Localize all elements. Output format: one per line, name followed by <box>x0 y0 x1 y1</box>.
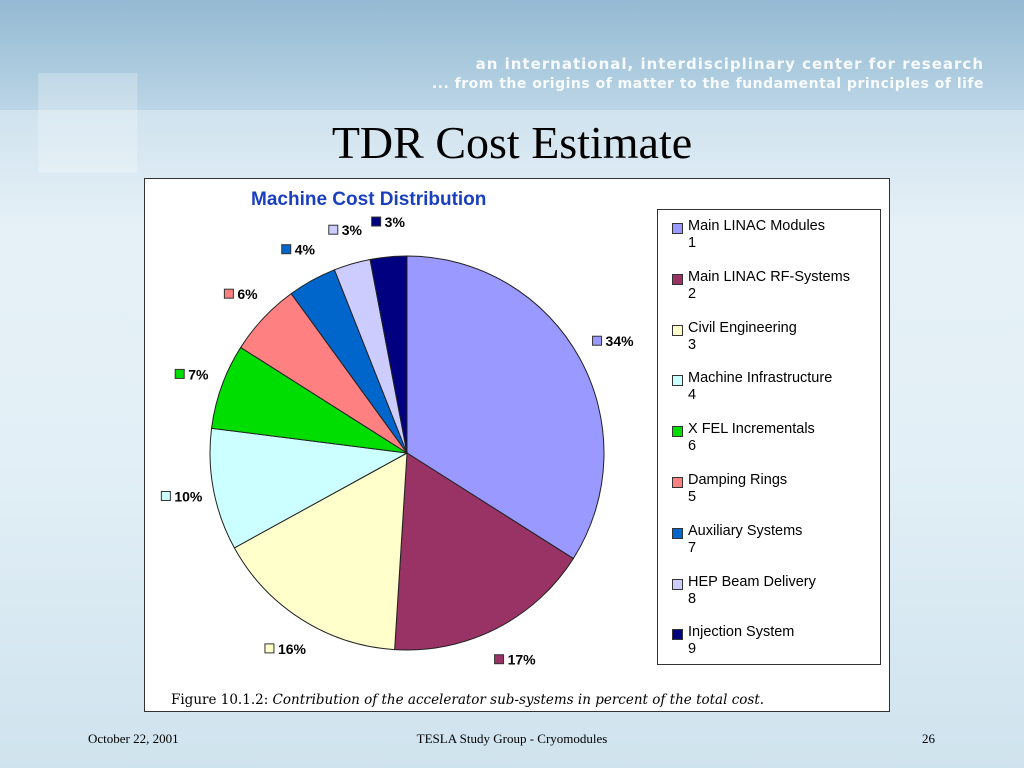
pie-label-7: 4% <box>281 242 316 258</box>
pie-slice-3 <box>233 452 408 651</box>
pie-label-text: 7% <box>188 366 209 382</box>
pie-label-3: 16% <box>264 641 307 657</box>
legend-swatch <box>672 426 683 438</box>
pie-label-swatch <box>371 216 382 227</box>
pie-label-9: 3% <box>371 214 406 230</box>
legend-swatch <box>672 527 683 539</box>
legend-number: 1 <box>688 235 697 251</box>
legend-swatch <box>672 324 683 336</box>
legend-label: Main LINAC RF-Systems <box>688 268 850 285</box>
pie-label-swatch <box>160 490 171 501</box>
caption-text: Contribution of the accelerator sub-syst… <box>272 692 765 708</box>
legend-swatch <box>672 477 683 488</box>
legend-label: Main LINAC Modules <box>688 218 825 234</box>
pie-label-text: 3% <box>342 222 363 238</box>
legend-swatch <box>672 578 683 590</box>
pie-label-swatch <box>281 244 292 255</box>
pie-slice-9 <box>369 255 408 454</box>
legend-label: HEP Beam Delivery <box>688 573 816 590</box>
legend-swatch <box>672 375 683 387</box>
pie-label-text: 17% <box>508 652 537 668</box>
chart-legend: Main LINAC Modules 1 Main LINAC RF-Systems… <box>657 209 881 665</box>
legend-number: 3 <box>688 336 697 353</box>
pie-slice-4 <box>209 427 409 549</box>
footer-date: October 22, 2001 <box>88 731 179 746</box>
pie-slice-2 <box>394 452 575 651</box>
pie-label-swatch <box>174 368 185 379</box>
figure-caption: Figure 10.1.2: Contribution of the accel… <box>171 692 764 708</box>
tagline-line1: an international, interdisciplinary cent… <box>475 55 984 73</box>
legend-number: 8 <box>688 590 697 607</box>
legend-number: 6 <box>688 438 697 455</box>
header-band <box>0 0 1024 110</box>
pie-label-5: 7% <box>174 366 209 382</box>
legend-number: 4 <box>688 387 697 404</box>
pie-label-swatch <box>264 643 275 654</box>
legend-number: 7 <box>688 539 697 556</box>
pie-label-text: 16% <box>278 641 307 657</box>
pie-label-4: 10% <box>160 488 203 504</box>
legend-label: X FEL Incrementals <box>688 421 815 438</box>
pie-label-text: 3% <box>385 214 406 230</box>
footer-page-number: 26 <box>922 731 935 746</box>
figure-panel: Machine Cost Distribution 34% 17% 16% 10% 7%… <box>144 178 890 712</box>
pie-label-text: 4% <box>295 242 316 258</box>
tagline-line2: ... from the origins of matter to the fu… <box>431 76 984 92</box>
legend-number: 2 <box>688 285 697 302</box>
pie-chart: 34% 17% 16% 10% 7% 6% 4% 3% 3% <box>160 214 635 668</box>
pie-label-8: 3% <box>328 222 363 238</box>
legend-swatch <box>672 629 683 641</box>
legend-label: Machine Infrastructure <box>688 370 833 387</box>
pie-label-swatch <box>592 335 603 346</box>
legend-swatch <box>672 223 683 234</box>
caption-label: Figure 10.1.2: <box>171 692 269 708</box>
legend-number: 9 <box>688 641 697 658</box>
pie-label-text: 10% <box>174 488 203 504</box>
pie-label-swatch <box>494 654 505 665</box>
legend-number: 5 <box>688 489 697 505</box>
legend-swatch <box>672 273 683 285</box>
pie-label-2: 17% <box>494 652 537 668</box>
pie-label-swatch <box>223 288 234 299</box>
footer-center: TESLA Study Group - Cryomodules <box>416 731 608 746</box>
pie-label-1: 34% <box>592 333 635 349</box>
pie-label-text: 6% <box>237 286 258 302</box>
legend-label: Damping Rings <box>688 472 788 488</box>
chart-title: Machine Cost Distribution <box>251 189 487 210</box>
pie-label-swatch <box>328 224 339 235</box>
pie-label-6: 6% <box>223 286 258 302</box>
background-watermark: ▪ <box>20 0 174 223</box>
legend-label: Civil Engineering <box>688 319 797 336</box>
legend-label: Auxiliary Systems <box>688 522 803 539</box>
slide-title: TDR Cost Estimate <box>331 117 693 168</box>
pie-label-text: 34% <box>606 333 635 349</box>
pie-slice-1 <box>406 255 605 560</box>
legend-label: Injection System <box>688 624 795 641</box>
